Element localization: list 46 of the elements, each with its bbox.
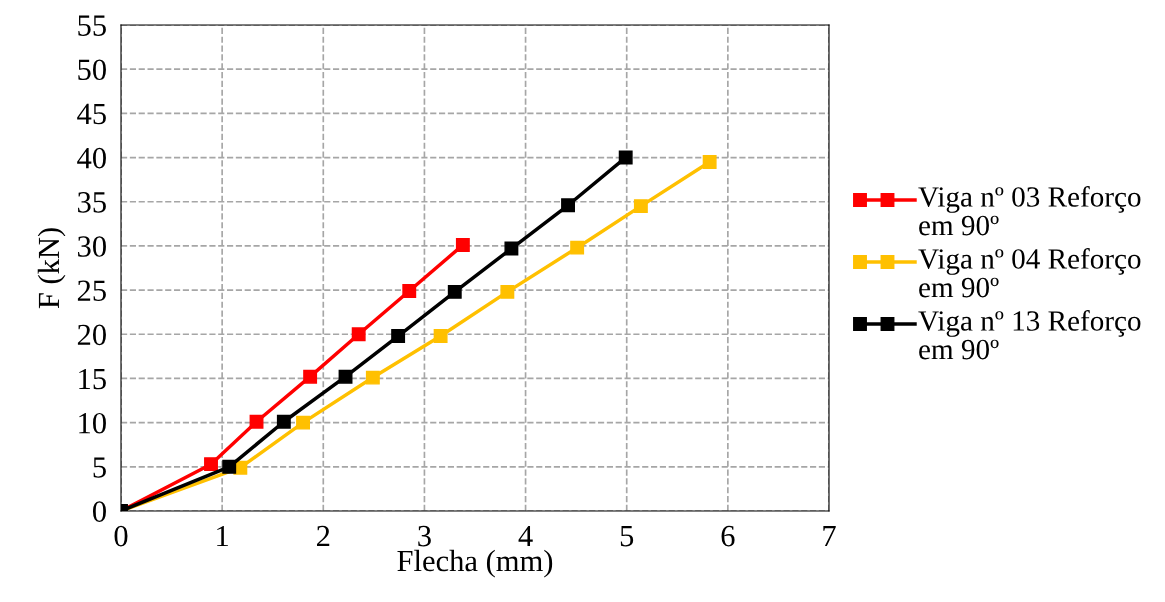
point bbox=[570, 240, 585, 255]
y-tick-label: 25 bbox=[77, 280, 106, 301]
point bbox=[618, 150, 633, 165]
point bbox=[433, 329, 448, 343]
y-tick-label: 30 bbox=[78, 236, 106, 257]
x-axis-title: Flecha (mm) bbox=[397, 549, 553, 578]
y-tick-label: 55 bbox=[78, 15, 106, 36]
point bbox=[365, 370, 380, 385]
point bbox=[633, 199, 648, 214]
legend-label: Viga nº 13 Reforço em 90º bbox=[918, 310, 1141, 360]
point bbox=[391, 329, 406, 343]
legend-label: Viga nº 04 Reforço em 90º bbox=[918, 248, 1141, 298]
x-tick-label: 2 bbox=[316, 525, 330, 547]
x-tick-label: 5 bbox=[620, 526, 634, 547]
point bbox=[702, 155, 717, 169]
y-tick-label: 5 bbox=[93, 457, 106, 478]
point bbox=[296, 415, 311, 430]
point bbox=[447, 284, 462, 299]
y-tick-label: 35 bbox=[78, 192, 106, 213]
y-tick-label: 20 bbox=[77, 324, 106, 346]
point bbox=[504, 241, 519, 256]
point bbox=[455, 238, 470, 252]
y-tick-label: 50 bbox=[78, 59, 106, 81]
x-tick-label: 7 bbox=[823, 526, 836, 547]
point bbox=[276, 414, 291, 429]
point bbox=[222, 459, 237, 474]
x-tick-label: 1 bbox=[217, 525, 228, 547]
point bbox=[351, 327, 366, 342]
point bbox=[500, 284, 515, 299]
x-tick-label: 0 bbox=[114, 525, 128, 547]
point bbox=[338, 369, 353, 384]
y-tick-label: 40 bbox=[77, 147, 106, 169]
point bbox=[249, 414, 264, 429]
x-tick-label: 3 bbox=[418, 525, 431, 547]
y-tick-label: 0 bbox=[93, 501, 106, 522]
point bbox=[303, 369, 318, 384]
x-tick-label: 4 bbox=[518, 525, 533, 547]
point bbox=[402, 284, 417, 298]
y-tick-label: 15 bbox=[79, 368, 106, 390]
y-tick-label: 10 bbox=[79, 412, 106, 434]
point bbox=[561, 198, 575, 213]
x-tick-label: 6 bbox=[721, 525, 735, 547]
legend-label: Viga nº 03 Reforço em 90º bbox=[918, 186, 1141, 236]
point bbox=[204, 457, 218, 472]
y-axis-title: F (kN) bbox=[37, 228, 66, 309]
y-tick-label: 45 bbox=[77, 103, 106, 125]
